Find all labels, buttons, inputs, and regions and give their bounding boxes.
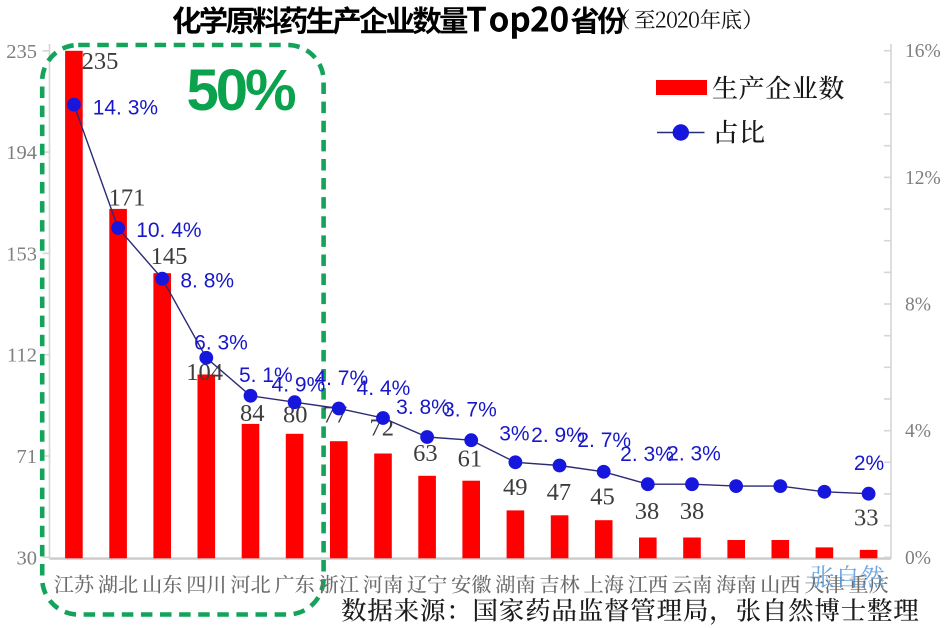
svg-text:235: 235 [6, 41, 37, 63]
svg-text:8%: 8% [905, 295, 931, 316]
svg-text:49: 49 [503, 474, 528, 501]
svg-text:235: 235 [82, 48, 119, 75]
svg-text:47: 47 [547, 479, 572, 506]
svg-text:10. 4%: 10. 4% [136, 219, 201, 242]
svg-text:6. 3%: 6. 3% [194, 332, 248, 355]
svg-text:0%: 0% [905, 548, 931, 569]
svg-text:50%: 50% [186, 58, 296, 123]
svg-text:2. 3%: 2. 3% [620, 443, 674, 466]
svg-text:4. 7%: 4. 7% [314, 367, 368, 390]
svg-text:4. 4%: 4. 4% [357, 377, 411, 400]
svg-text:16%: 16% [905, 41, 941, 62]
svg-text:145: 145 [151, 243, 188, 270]
svg-text:4. 9%: 4. 9% [272, 374, 326, 397]
svg-text:14. 3%: 14. 3% [93, 97, 158, 120]
svg-text:3%: 3% [499, 422, 529, 445]
svg-text:3. 8%: 3. 8% [396, 396, 450, 419]
svg-text:38: 38 [680, 498, 705, 525]
svg-text:63: 63 [413, 440, 438, 467]
svg-text:2. 3%: 2. 3% [667, 443, 721, 466]
svg-text:171: 171 [109, 185, 146, 212]
svg-text:3. 7%: 3. 7% [443, 399, 497, 422]
svg-text:84: 84 [240, 400, 265, 427]
svg-text:38: 38 [635, 498, 660, 525]
svg-text:71: 71 [17, 446, 38, 468]
svg-text:4%: 4% [905, 421, 931, 442]
svg-text:194: 194 [6, 142, 37, 164]
svg-text:12%: 12% [905, 168, 941, 189]
svg-text:2. 9%: 2. 9% [531, 424, 585, 447]
svg-text:45: 45 [590, 484, 615, 511]
svg-text:2%: 2% [854, 452, 884, 475]
svg-text:33: 33 [854, 505, 879, 532]
svg-text:2. 7%: 2. 7% [577, 429, 631, 452]
svg-text:153: 153 [6, 243, 37, 265]
svg-text:30: 30 [17, 547, 38, 569]
svg-text:5. 1%: 5. 1% [239, 364, 293, 387]
svg-text:8. 8%: 8. 8% [180, 270, 234, 293]
svg-text:112: 112 [7, 345, 37, 367]
svg-text:61: 61 [458, 445, 483, 472]
